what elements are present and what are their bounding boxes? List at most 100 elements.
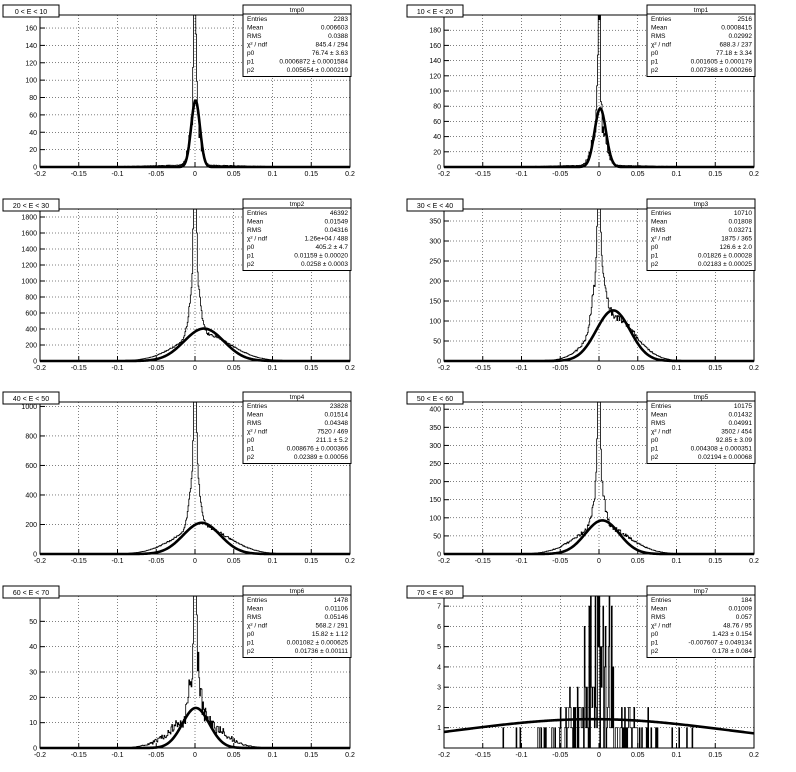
y-tick-label: 40	[433, 134, 441, 141]
stats-label: Mean	[651, 25, 668, 32]
stats-value: 688.3 / 237	[719, 42, 752, 49]
range-label-box	[2, 198, 60, 212]
stats-value: 46392	[330, 210, 348, 217]
stats-value: 2516	[738, 16, 753, 23]
x-tick-label: 0.1	[268, 558, 278, 565]
y-tick-label: 0	[437, 359, 441, 366]
stats-label: RMS	[247, 33, 262, 40]
stats-label: Entries	[247, 403, 268, 410]
range-label-text: 10 < E < 20	[417, 9, 453, 16]
stats-box-frame	[646, 4, 756, 77]
y-tick-label: 1000	[21, 279, 37, 286]
stats-value: 0.02992	[729, 33, 753, 40]
stats-value: 0.01159 ± 0.00020	[294, 253, 348, 260]
x-tick-label: -0.05	[148, 752, 164, 759]
y-tick-label: 0	[33, 359, 37, 366]
histogram-panel: -0.2 -0.15 -0.1 -0.05 0 0.05 0.1 0.15 0.2 0 10 20 30…	[2, 585, 355, 759]
x-tick-label: 0	[597, 558, 601, 565]
stats-label: p1	[247, 446, 255, 453]
range-label-text: 50 < E < 60	[417, 396, 453, 403]
x-tick-label: -0.2	[438, 558, 450, 565]
stats-value: 1.423 ± 0.154	[712, 631, 752, 638]
stats-value: 92.85 ± 3.09	[716, 437, 752, 444]
stats-label: p1	[651, 253, 659, 260]
stats-label: χ² / ndf	[651, 236, 671, 243]
stats-title: tmp7	[694, 588, 709, 595]
y-tick-label: 60	[29, 112, 37, 119]
gaussian-fit-curve	[40, 521, 350, 556]
x-tick-label: 0.05	[227, 752, 241, 759]
stats-label: p2	[651, 648, 659, 655]
x-tick-label: -0.05	[552, 171, 568, 178]
histogram-panel: -0.2 -0.15 -0.1 -0.05 0 0.05 0.1 0.15 0.2 0 200 400…	[2, 391, 355, 565]
stats-box: tmp1 Entries 2516 Mean 0.0008415 RMS 0.02992 χ²…	[646, 4, 756, 77]
y-tick-label: 300	[429, 239, 441, 246]
stats-title: tmp6	[290, 588, 305, 595]
y-tick-label: 50	[29, 619, 37, 626]
x-tick-label: -0.2	[438, 365, 450, 372]
stats-box: tmp6 Entries 1478 Mean 0.01106 RMS 0.05146 χ² /…	[242, 585, 352, 658]
y-tick-label: 160	[25, 26, 37, 33]
y-tick-label: 600	[25, 463, 37, 470]
range-label-box	[2, 391, 60, 405]
stats-value: 15.82 ± 1.12	[312, 631, 348, 638]
energy-range-label: 10 < E < 20	[406, 4, 464, 18]
stats-value: 0.01736 ± 0.00111	[295, 648, 349, 655]
x-tick-label: 0.05	[227, 558, 241, 565]
x-tick-label: 0	[193, 171, 197, 178]
stats-label: Mean	[651, 412, 668, 419]
x-tick-label: 0.05	[227, 171, 241, 178]
y-tick-label: 80	[433, 104, 441, 111]
stats-value: 405.2 ± 4.7	[316, 244, 349, 251]
y-tick-label: 30	[29, 670, 37, 677]
x-tick-label: 0.2	[345, 365, 355, 372]
y-tick-label: 4	[437, 664, 441, 671]
energy-range-label: 40 < E < 50	[2, 391, 60, 405]
stats-label: RMS	[651, 33, 666, 40]
y-tick-label: 1200	[21, 263, 37, 270]
x-tick-label: -0.2	[34, 171, 46, 178]
x-tick-label: -0.05	[552, 558, 568, 565]
x-tick-label: 0.15	[304, 365, 318, 372]
stats-label: Entries	[651, 597, 672, 604]
range-label-text: 20 < E < 30	[13, 203, 49, 210]
y-tick-label: 1600	[21, 231, 37, 238]
x-tick-label: 0	[193, 558, 197, 565]
energy-range-label: 20 < E < 30	[2, 198, 60, 212]
stats-box-frame	[646, 391, 756, 464]
stats-label: Mean	[651, 219, 668, 226]
y-tick-label: 7	[437, 604, 441, 611]
stats-label: p1	[247, 253, 255, 260]
stats-value: 0.05146	[325, 614, 349, 621]
stats-label: Mean	[247, 219, 264, 226]
x-tick-label: -0.05	[148, 558, 164, 565]
stats-label: p0	[651, 50, 659, 57]
y-tick-label: 400	[25, 327, 37, 334]
y-tick-label: 800	[25, 433, 37, 440]
stats-label: Entries	[651, 16, 672, 23]
x-tick-label: -0.05	[148, 171, 164, 178]
stats-box: tmp2 Entries 46392 Mean 0.01549 RMS 0.04316 χ² …	[242, 198, 352, 271]
stats-value: 0.007368 ± 0.000266	[691, 67, 753, 74]
x-tick-label: 0.1	[672, 558, 682, 565]
range-label-box	[2, 4, 60, 18]
x-tick-label: -0.15	[71, 171, 87, 178]
range-label-text: 60 < E < 70	[13, 590, 49, 597]
y-tick-label: 1400	[21, 247, 37, 254]
stats-value: 10710	[734, 210, 752, 217]
x-tick-label: 0	[193, 752, 197, 759]
x-tick-label: 0.05	[631, 558, 645, 565]
stats-label: p1	[247, 59, 255, 66]
stats-label: Entries	[651, 403, 672, 410]
stats-label: RMS	[651, 227, 666, 234]
stats-value: 0.001082 ± 0.000625	[287, 640, 349, 647]
x-tick-label: 0.1	[268, 171, 278, 178]
stats-box: tmp0 Entries 2283 Mean 0.006603 RMS 0.0388 χ² /…	[242, 4, 352, 77]
stats-value: 23828	[330, 403, 348, 410]
stats-value: 0.0006872 ± 0.0001584	[279, 59, 348, 66]
y-tick-label: 200	[429, 479, 441, 486]
range-label-text: 30 < E < 40	[417, 203, 453, 210]
y-tick-label: 3	[437, 685, 441, 692]
x-tick-label: 0.2	[749, 752, 759, 759]
